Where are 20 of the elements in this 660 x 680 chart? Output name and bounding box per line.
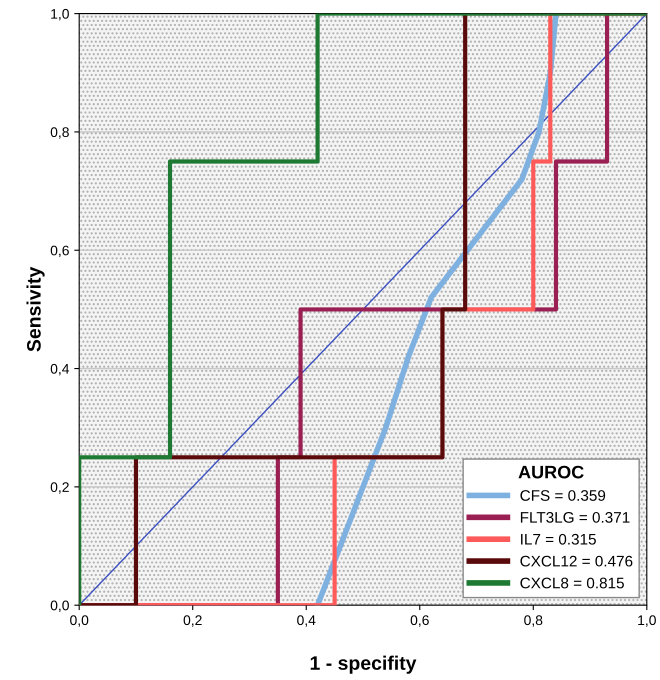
legend-label: CFS = 0.359 [520,490,606,501]
y-tick-label: 0,6 [50,246,69,258]
x-tick-label: 0,2 [184,615,202,627]
legend-label: FLT3LG = 0.371 [520,512,630,523]
x-tick-label: 0,6 [410,615,429,627]
legend-title: AUROC [518,466,584,478]
y-tick-label: 1,0 [51,8,69,20]
y-tick-label: 0,8 [50,127,69,139]
x-tick-label: 1,0 [638,615,656,627]
y-tick-label: 0,2 [50,482,69,494]
legend-label: CXCL8 = 0.815 [520,578,624,588]
y-axis-title: Sensivity [26,266,45,352]
x-axis-title: 1 - specifity [310,656,416,674]
legend-label: IL7 = 0.315 [521,534,596,545]
x-tick-label: 0,4 [297,615,316,627]
x-tick-label: 0,0 [70,615,88,627]
legend-label: CXCL12 = 0.476 [520,556,632,567]
y-tick-label: 0,0 [50,600,69,612]
y-tick-label: 0,4 [50,364,70,376]
x-tick-label: 0,8 [524,615,542,627]
